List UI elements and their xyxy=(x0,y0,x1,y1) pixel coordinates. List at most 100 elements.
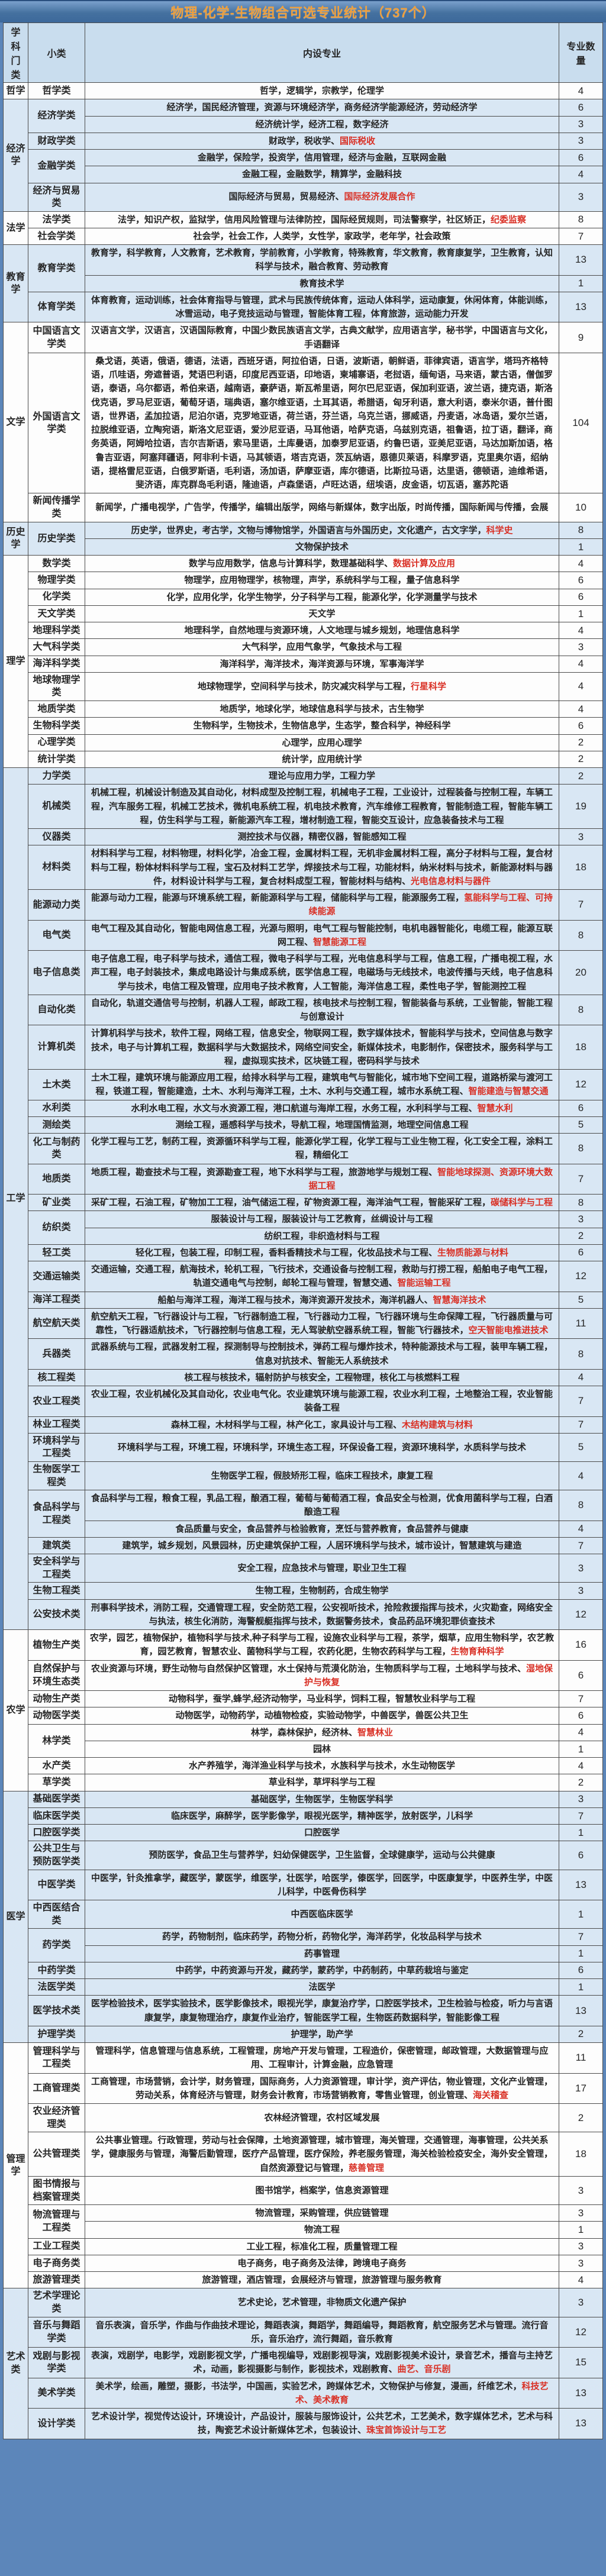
majors-cell: 电子商务，电子商务及法律，跨境电子商务 xyxy=(85,2254,559,2272)
discipline-cell: 农学 xyxy=(3,1629,28,1791)
majors-text: 服装设计与工程，服装设计与工艺教育，丝绸设计与工程 xyxy=(211,1214,433,1225)
table-row: 食品质量与安全，食品营养与检验教育，烹饪与营养教育，食品营养与健康 4 xyxy=(3,1520,603,1538)
highlight-text: 国际经济发展合作 xyxy=(344,192,415,202)
count-cell: 7 xyxy=(559,1690,603,1708)
majors-cell: 能源与动力工程，能源与环境系统工程，新能源科学与工程，储能科学与工程，能源服务工… xyxy=(85,889,559,921)
table-row: 工商管理类 工商管理，市场营销，会计学，财务管理，国际商务，人力资源管理，审计学，… xyxy=(3,2073,603,2104)
majors-cell: 食品科学与工程，粮食工程，乳品工程，酿酒工程，葡萄与葡萄酒工程，食品安全与检测，… xyxy=(85,1490,559,1521)
highlight-text: 智慧能源工程 xyxy=(313,937,367,947)
majors-cell: 园林 xyxy=(85,1740,559,1758)
count-cell: 13 xyxy=(559,1869,603,1901)
majors-text: 轻化工程，包装工程，印制工程，香料香精技术与工程，化妆品技术与工程、 xyxy=(135,1247,437,1258)
table-row: 理学 数学类 数学与应用数学，信息与计算科学，数理基础科学、数据计算及应用 4 xyxy=(3,555,603,769)
table-row: 天文学类 天文学 1 xyxy=(3,605,603,623)
table-row: 历史学 历史学类 历史学，世界史，考古学，文物与博物馆学，外国语言与外国历史，文化遗… xyxy=(3,521,603,556)
majors-text: 药学，药物制剂，临床药学，药物分析，药物化学，海洋药学，化妆品科学与技术 xyxy=(162,1932,482,1942)
subcategory-cell: 中国语言文学类 xyxy=(28,322,85,353)
count-cell: 4 xyxy=(559,1723,603,1741)
table-row: 外国语言文学类 桑戈语，英语，俄语，德语，法语，西班牙语，阿拉伯语，日语，波斯语，… xyxy=(3,352,603,494)
majors-text: 美术学，绘画，雕塑，摄影，书法学，中国画，实验艺术，跨媒体艺术，文物保护与修复，… xyxy=(95,2381,522,2391)
majors-text: 计算机科学与技术，软件工程，网络工程，信息安全，物联网工程，数字媒体技术，智能科… xyxy=(91,1028,553,1066)
table-row: 核工程类 核工程与核技术，辐射防护与核安全，工程物理，核化工与核燃料工程 4 xyxy=(3,1368,603,1387)
table-row: 能源动力类 能源与动力工程，能源与环境系统工程，新能源科学与工程，储能科学与工程，… xyxy=(3,889,603,921)
table-row: 海洋工程类 船舶与海洋工程，海洋工程与技术，海洋资源开发技术，海洋机器人、智慧海洋… xyxy=(3,1291,603,1309)
header-row: 学科门类 小类 内设专业 专业数量 xyxy=(3,22,603,83)
subcategory-cell: 药学类 xyxy=(28,1928,85,1962)
subcategory-cell: 体育学类 xyxy=(28,291,85,323)
highlight-text: 智能运输工程 xyxy=(397,1278,451,1289)
table-row: 旅游管理类 旅游管理，酒店管理，会展经济与管理，旅游管理与服务教育 4 xyxy=(3,2271,603,2289)
majors-text: 测绘工程，遥感科学与技术，导航工程，地理国情监测，地理空间信息工程 xyxy=(175,1119,469,1130)
majors-cell: 表演，戏剧学，电影学，戏剧影视文学，广播电视编导，戏剧影视导演，戏剧影视美术设计… xyxy=(85,2347,559,2378)
subcategory-cell: 电子商务类 xyxy=(28,2254,85,2272)
majors-text: 农业工程，农业机械化及其自动化，农业电气化。农业建筑环境与能源工程，农业水利工程… xyxy=(91,1389,553,1413)
majors-text: 经济学，国民经济管理，资源与环境经济学，商务经济学能源经济，劳动经济学 xyxy=(166,102,478,113)
majors-text: 中医学，针灸推拿学，藏医学，蒙医学，维医学，壮医学，哈医学，傣医学，回医学，中医… xyxy=(91,1873,553,1897)
majors-text: 临床医学，麻醉学，医学影像学，眼视光医学，精神医学，放射医学，儿科学 xyxy=(170,1810,473,1821)
table-row: 公安技术类 刑事科学技术，消防工程，交通管理工程，安全防范工程，公安视听技术，抢险… xyxy=(3,1599,603,1631)
majors-text: 社会学，社会工作，人类学，女性学，家政学，老年学，社会政策 xyxy=(193,231,451,241)
count-cell: 8 xyxy=(559,1194,603,1212)
table-row: 电子商务类 电子商务，电子商务及法律，跨境电子商务 3 xyxy=(3,2254,603,2272)
count-cell: 8 xyxy=(559,521,603,539)
title-bar: 物理-化学-生物组合可选专业统计（737个） xyxy=(0,0,606,22)
discipline-cell: 历史学 xyxy=(3,521,28,556)
table-row: 海洋科学类 海洋科学，海洋技术，海洋资源与环境，军事海洋学 4 xyxy=(3,655,603,673)
count-cell: 5 xyxy=(559,1432,603,1463)
majors-cell: 汉语言文学，汉语言，汉语国际教育，中国少数民族语言文学，古典文献学，应用语言学，… xyxy=(85,322,559,353)
highlight-text: 海关稽查 xyxy=(473,2090,509,2100)
majors-text: 管理科学，信息管理与信息系统，工程管理，房地产开发与管理，工程造价，保密管理，邮… xyxy=(95,2046,549,2070)
majors-text: 测控技术与仪器，精密仪器，智能感知工程 xyxy=(237,832,407,842)
count-cell: 19 xyxy=(559,784,603,829)
majors-cell: 核工程与核技术，辐射防护与核安全，工程物理，核化工与核燃料工程 xyxy=(85,1368,559,1387)
subcategory-cell: 地球物理学类 xyxy=(28,672,85,702)
majors-cell: 水利水电工程，水文与水资源工程，港口航道与海岸工程，水务工程，水利科学与工程、智… xyxy=(85,1099,559,1117)
subcategory-cell: 安全科学与工程类 xyxy=(28,1554,85,1583)
count-cell: 6 xyxy=(559,588,603,606)
count-cell: 11 xyxy=(559,2042,603,2074)
table-row: 工学 力学类 理论与应用力学，工程力学 2 xyxy=(3,767,603,1631)
count-cell: 4 xyxy=(559,1757,603,1775)
majors-cell: 武器系统与工程，武器发射工程，探测制导与控制技术，弹药工程与爆炸技术，特种能源技… xyxy=(85,1338,559,1370)
subcategory-cell: 口腔医学类 xyxy=(28,1824,85,1842)
majors-cell: 大气科学，应用气象学，气象技术与工程 xyxy=(85,638,559,656)
table-row: 工业工程类 工业工程，标准化工程，质量管理工程 3 xyxy=(3,2238,603,2255)
table-row: 社会学类 社会学，社会工作，人类学，女性学，家政学，老年学，社会政策 7 xyxy=(3,227,603,246)
subcategory-cell: 仪器类 xyxy=(28,828,85,846)
table-row: 文学 中国语言文学类 汉语言文学，汉语言，汉语国际教育，中国少数民族语言文学，古典文… xyxy=(3,322,603,522)
majors-cell: 农学，园艺，植物保护，植物科学与技术,种子科学与工程，设施农业科学与工程，茶学，… xyxy=(85,1629,559,1661)
table-row: 水产类 水产养殖学，海洋渔业科学与技术，水族科学与技术，水生动物医学 4 xyxy=(3,1757,603,1775)
majors-cell: 教育学，科学教育，人文教育，艺术教育，学前教育，小学教育，特殊教育，华文教育，教… xyxy=(85,244,559,276)
table-row: 统计学类 统计学，应用统计学 2 xyxy=(3,750,603,769)
majors-cell: 基础医学，生物医学，生物医学科学 xyxy=(85,1790,559,1808)
subcategory-cell: 土木类 xyxy=(28,1069,85,1100)
table-row: 医学技术类 医学检验技术，医学实验技术，医学影像技术，眼视光学，康复治疗学，口腔医… xyxy=(3,1995,603,2026)
majors-cell: 工业工程，标准化工程，质量管理工程 xyxy=(85,2238,559,2255)
table-row: 临床医学类 临床医学，麻醉学，医学影像学，眼视光医学，精神医学，放射医学，儿科学 7 xyxy=(3,1807,603,1825)
majors-text: 图书馆学，档案学，信息资源管理 xyxy=(255,2185,389,2196)
majors-cell: 测控技术与仪器，精密仪器，智能感知工程 xyxy=(85,828,559,846)
majors-cell: 国际经济与贸易，贸易经济、国际经济发展合作 xyxy=(85,182,559,212)
subcategory-cell: 食品科学与工程类 xyxy=(28,1490,85,1538)
subcategory-cell: 中医学类 xyxy=(28,1869,85,1901)
majors-cell: 药学，药物制剂，临床药学，药物分析，药物化学，海洋药学，化妆品科学与技术 xyxy=(85,1928,559,1946)
subcategory-cell: 交通运输类 xyxy=(28,1261,85,1292)
count-cell: 4 xyxy=(559,672,603,702)
count-cell: 6 xyxy=(559,1660,603,1691)
count-cell: 1 xyxy=(559,1740,603,1758)
table-row: 生物科学类 生物科学，生物技术，生物信息学，生态学，整合科学，神经科学 6 xyxy=(3,717,603,735)
majors-text: 环境科学与工程，环境工程，环境科学，环境生态工程，环保设备工程，资源环境科学，水… xyxy=(117,1442,526,1452)
majors-cell: 电子信息工程，电子科学与技术，通信工程，微电子科学与工程，光电信息科学与工程，信… xyxy=(85,950,559,995)
highlight-text: 氢能科学与工程、可持续能源 xyxy=(308,893,553,917)
count-cell: 7 xyxy=(559,1416,603,1434)
subcategory-cell: 历史学类 xyxy=(28,521,85,556)
table-row: 物流工程 1 xyxy=(3,2221,603,2239)
majors-cell: 管理科学，信息管理与信息系统，工程管理，房地产开发与管理，工程造价，保密管理，邮… xyxy=(85,2042,559,2074)
count-cell: 3 xyxy=(559,2238,603,2255)
majors-text: 能源与动力工程，能源与环境系统工程，新能源科学与工程，储能科学与工程，能源服务工… xyxy=(91,893,464,903)
count-cell: 1 xyxy=(559,275,603,292)
majors-cell: 经济统计学，经济工程，数字经济 xyxy=(85,115,559,133)
majors-text: 文物保护技术 xyxy=(295,541,349,552)
page-frame: 物理-化学-生物组合可选专业统计（737个） 学科门类 小类 内设专业 专业数量… xyxy=(0,0,606,2439)
table-row: 轻工类 轻化工程，包装工程，印制工程，香料香精技术与工程，化妆品技术与工程、生物质… xyxy=(3,1244,603,1262)
